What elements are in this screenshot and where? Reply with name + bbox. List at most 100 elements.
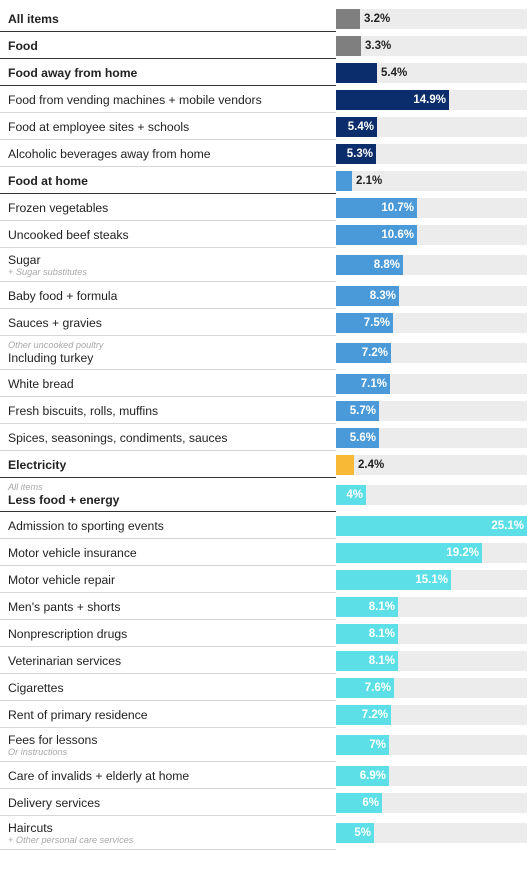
bar: [336, 171, 352, 191]
bar: [336, 597, 398, 617]
bar-track: 6.9%: [336, 766, 527, 786]
value-label: 4%: [346, 489, 363, 501]
value-label: 7.6%: [364, 682, 391, 694]
chart-row: Haircuts + Other personal care services 5%: [0, 816, 532, 850]
value-label: 7.5%: [363, 317, 390, 329]
row-divider: [0, 538, 336, 539]
category-label: Food away from home: [8, 66, 332, 80]
category-label-text: Motor vehicle insurance: [8, 546, 137, 560]
value-label: 2.1%: [356, 175, 383, 187]
chart-row: Food from vending machines + mobile vend…: [0, 86, 532, 113]
bar: [336, 9, 360, 29]
bar: [336, 225, 417, 245]
category-label-text: Food at home: [8, 174, 88, 188]
row-divider: [0, 788, 336, 789]
chart-row: Sauces + gravies 7.5%: [0, 309, 532, 336]
row-divider: [0, 511, 336, 512]
bar-track: 7.1%: [336, 374, 527, 394]
row-divider: [0, 369, 336, 370]
category-label: Other uncooked poultry Including turkey: [8, 340, 332, 365]
row-divider: [0, 673, 336, 674]
chart-row: Men's pants + shorts 8.1%: [0, 593, 532, 620]
chart-row: Uncooked beef steaks 10.6%: [0, 221, 532, 248]
category-label-text: Fees for lessons: [8, 733, 98, 747]
row-divider: [0, 335, 336, 336]
category-label-text: Frozen vegetables: [8, 201, 109, 215]
bar-track: 7%: [336, 735, 527, 755]
chart-row: All items 3.2%: [0, 5, 532, 32]
chart-row: Admission to sporting events 25.1%: [0, 512, 532, 539]
value-label: 7.2%: [361, 347, 388, 359]
category-note: All items: [8, 482, 43, 492]
chart-row: Food away from home 5.4%: [0, 59, 532, 86]
bar: [336, 90, 449, 110]
row-divider: [0, 281, 336, 282]
category-label-text: Alcoholic beverages away from home: [8, 147, 211, 161]
value-label: 5.6%: [349, 432, 376, 444]
value-label: 7%: [369, 739, 386, 751]
bar: [336, 313, 393, 333]
value-label: 8.1%: [368, 655, 395, 667]
category-label: Food at employee sites + schools: [8, 120, 332, 134]
row-divider: [0, 31, 336, 32]
category-label-text: Less food + energy: [8, 493, 120, 507]
bar-track: 10.6%: [336, 225, 527, 245]
bar-track: 5%: [336, 823, 527, 843]
category-label: Frozen vegetables: [8, 201, 332, 215]
category-label: Delivery services: [8, 796, 332, 810]
row-divider: [0, 700, 336, 701]
chart-row: Sugar + Sugar substitutes 8.8%: [0, 248, 532, 282]
row-divider: [0, 139, 336, 140]
chart-row: White bread 7.1%: [0, 370, 532, 397]
row-divider: [0, 646, 336, 647]
category-label-text: Men's pants + shorts: [8, 600, 121, 614]
bar-track: 5.4%: [336, 117, 527, 137]
row-divider: [0, 619, 336, 620]
bar-track: 14.9%: [336, 90, 527, 110]
category-label-text: Spices, seasonings, condiments, sauces: [8, 431, 228, 445]
row-divider: [0, 85, 336, 86]
category-label-text: Care of invalids + elderly at home: [8, 769, 190, 783]
chart-row: Veterinarian services 8.1%: [0, 647, 532, 674]
bar: [336, 198, 417, 218]
chart-row: Rent of primary residence 7.2%: [0, 701, 532, 728]
value-label: 6.9%: [359, 770, 386, 782]
category-label: Food: [8, 39, 332, 53]
value-label: 5%: [354, 827, 371, 839]
category-label: All items: [8, 12, 332, 26]
chart-row: Frozen vegetables 10.7%: [0, 194, 532, 221]
category-label: Admission to sporting events: [8, 519, 332, 533]
bar-track: 8.3%: [336, 286, 527, 306]
bar: [336, 570, 451, 590]
category-note: Or instructions: [8, 747, 68, 757]
chart-row: Alcoholic beverages away from home 5.3%: [0, 140, 532, 167]
value-label: 8.8%: [373, 259, 400, 271]
category-label: Cigarettes: [8, 681, 332, 695]
bar-track: 7.6%: [336, 678, 527, 698]
bar: [336, 255, 403, 275]
row-divider: [0, 727, 336, 728]
category-label-text: Rent of primary residence: [8, 708, 148, 722]
category-label-text: Uncooked beef steaks: [8, 228, 129, 242]
category-label: Men's pants + shorts: [8, 600, 332, 614]
value-label: 19.2%: [446, 547, 479, 559]
chart-row: Motor vehicle repair 15.1%: [0, 566, 532, 593]
chart-row: Nonprescription drugs 8.1%: [0, 620, 532, 647]
category-label-text: White bread: [8, 377, 74, 391]
chart-row: Baby food + formula 8.3%: [0, 282, 532, 309]
category-label-text: Including turkey: [8, 351, 94, 365]
chart-row: All items Less food + energy 4%: [0, 478, 532, 512]
category-label-text: Veterinarian services: [8, 654, 122, 668]
row-divider: [0, 112, 336, 113]
bar: [336, 401, 379, 421]
category-label: All items Less food + energy: [8, 482, 332, 507]
category-note: + Sugar substitutes: [8, 267, 87, 277]
value-label: 3.3%: [365, 40, 392, 52]
category-label-text: Motor vehicle repair: [8, 573, 116, 587]
category-label: Spices, seasonings, condiments, sauces: [8, 431, 332, 445]
category-label: Alcoholic beverages away from home: [8, 147, 332, 161]
category-label-text: Cigarettes: [8, 681, 64, 695]
bar: [336, 705, 391, 725]
bar: [336, 343, 391, 363]
bar-track: 10.7%: [336, 198, 527, 218]
